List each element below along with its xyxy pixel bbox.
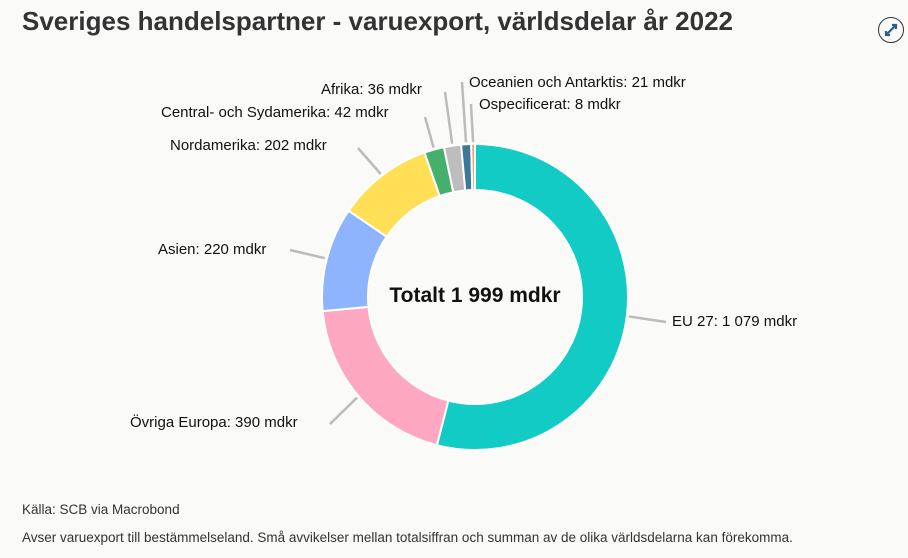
center-total-label: Totalt 1 999 mdkr	[389, 284, 561, 307]
slice-label-ospecificerat: Ospecificerat: 8 mdkr	[479, 96, 621, 113]
expand-arrows-icon	[884, 23, 898, 37]
leader-line	[423, 116, 435, 148]
chart-title: Sveriges handelspartner - varuexport, vä…	[22, 6, 734, 36]
leader-line	[329, 396, 358, 425]
footnote-text: Avser varuexport till bestämmelseland. S…	[22, 530, 793, 545]
expand-button[interactable]	[878, 17, 904, 43]
slice-label-oceanien: Oceanien och Antarktis: 21 mdkr	[469, 74, 686, 91]
leader-line	[460, 81, 468, 143]
slice-label-nordamerika: Nordamerika: 202 mdkr	[170, 137, 327, 154]
donut-slice-eu-27[interactable]	[435, 142, 629, 451]
slice-label-eu27: EU 27: 1 079 mdkr	[672, 313, 798, 330]
slice-label-asien: Asien: 220 mdkr	[158, 241, 267, 258]
leader-line	[469, 103, 475, 143]
leader-line	[443, 91, 454, 144]
donut-slice-ospecificerat[interactable]	[470, 142, 476, 192]
leader-line	[628, 315, 667, 324]
leader-line	[357, 147, 382, 175]
slice-label-ovriga-europa: Övriga Europa: 390 mdkr	[130, 414, 298, 431]
leader-line	[289, 248, 326, 260]
source-text: Källa: SCB via Macrobond	[22, 502, 180, 517]
slice-label-central-sydamerika: Central- och Sydamerika: 42 mdkr	[161, 104, 389, 121]
slice-label-afrika: Afrika: 36 mdkr	[321, 81, 422, 98]
donut-slice--vriga-europa[interactable]	[321, 305, 450, 447]
